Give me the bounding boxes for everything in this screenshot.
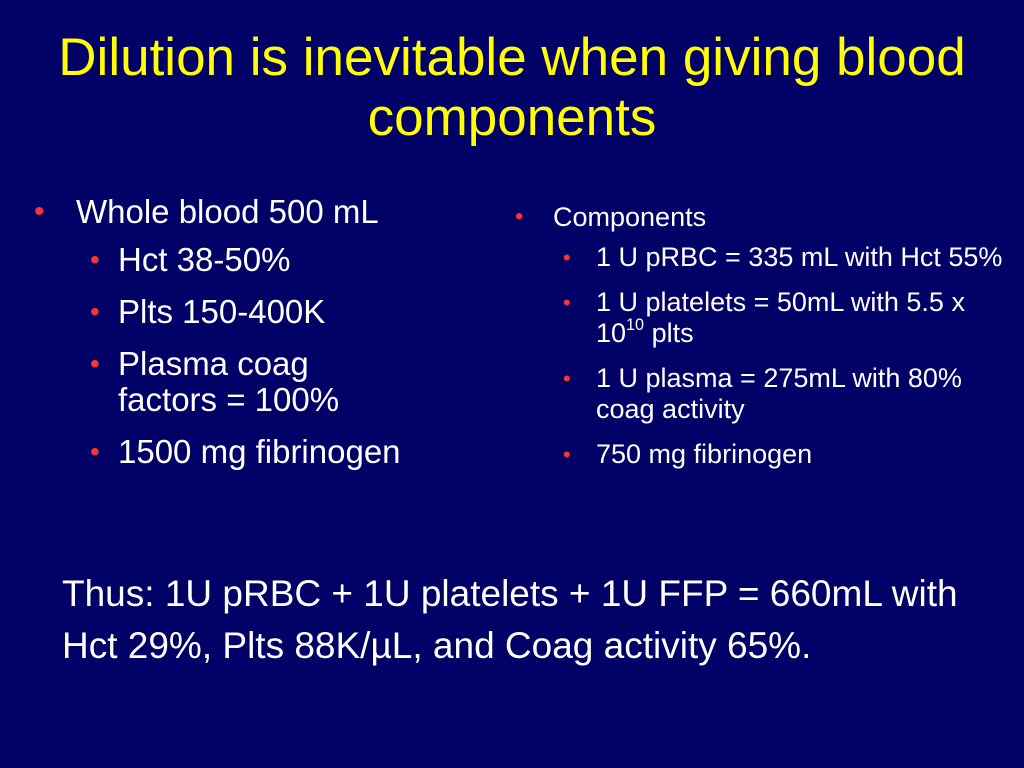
list-item: • Hct 38-50%	[76, 242, 474, 278]
bullet-icon: •	[515, 203, 524, 230]
list-item: • 1 U pRBC = 335 mL with Hct 55%	[551, 242, 1003, 273]
list-item-text: Hct 38-50%	[118, 241, 291, 278]
list-item: • 1 U platelets = 50mL with 5.5 x 1010 p…	[551, 287, 1003, 349]
right-sublist: • 1 U pRBC = 335 mL with Hct 55% • 1 U p…	[553, 242, 1003, 470]
exponent: 10	[626, 315, 645, 334]
conclusion-text: Thus: 1U pRBC + 1U platelets + 1U FFP = …	[62, 573, 958, 666]
list-item: • Plts 150-400K	[76, 294, 474, 330]
list-item-text-part: plts	[644, 318, 694, 348]
list-item-text: Plts 150-400K	[118, 293, 326, 330]
bullet-icon: •	[563, 245, 571, 270]
list-item: • 1 U plasma = 275mL with 80% coag activ…	[551, 363, 1003, 425]
list-item: • 1500 mg fibrinogen	[76, 434, 474, 470]
bullet-icon: •	[90, 296, 100, 327]
list-item-text: 750 mg fibrinogen	[596, 439, 813, 469]
list-item: • 750 mg fibrinogen	[551, 439, 1003, 470]
left-sublist: • Hct 38-50% • Plts 150-400K • Plasma co…	[76, 242, 474, 470]
bullet-icon: •	[563, 442, 571, 467]
bullet-icon: •	[90, 244, 100, 275]
left-heading: Whole blood 500 mL	[76, 193, 379, 230]
list-item-text: Plasma coag factors = 100%	[118, 345, 340, 418]
bullet-icon: •	[563, 366, 571, 391]
list-item-text: 1 U platelets = 50mL with 5.5 x 1010 plt…	[596, 287, 965, 348]
bullet-icon: •	[90, 436, 100, 467]
list-item-text-part: 1 U platelets = 50mL with 5.5 x 10	[596, 287, 965, 348]
right-heading: Components	[553, 202, 707, 232]
list-item-text: 1500 mg fibrinogen	[118, 433, 401, 470]
bullet-icon: •	[34, 195, 45, 228]
slide-title: Dilution is inevitable when giving blood…	[58, 28, 966, 147]
right-heading-item: • Components • 1 U pRBC = 335 mL with Hc…	[513, 200, 1003, 470]
list-item-text: 1 U plasma = 275mL with 80% coag activit…	[596, 363, 962, 424]
left-column: • Whole blood 500 mL • Hct 38-50% • Plts…	[34, 192, 474, 486]
list-item-text: 1 U pRBC = 335 mL with Hct 55%	[596, 242, 1003, 272]
bullet-icon: •	[90, 348, 100, 379]
list-item: • Plasma coag factors = 100%	[76, 346, 368, 418]
right-column: • Components • 1 U pRBC = 335 mL with Hc…	[513, 200, 1003, 484]
left-heading-item: • Whole blood 500 mL • Hct 38-50% • Plts…	[34, 192, 474, 470]
bullet-icon: •	[563, 290, 571, 315]
